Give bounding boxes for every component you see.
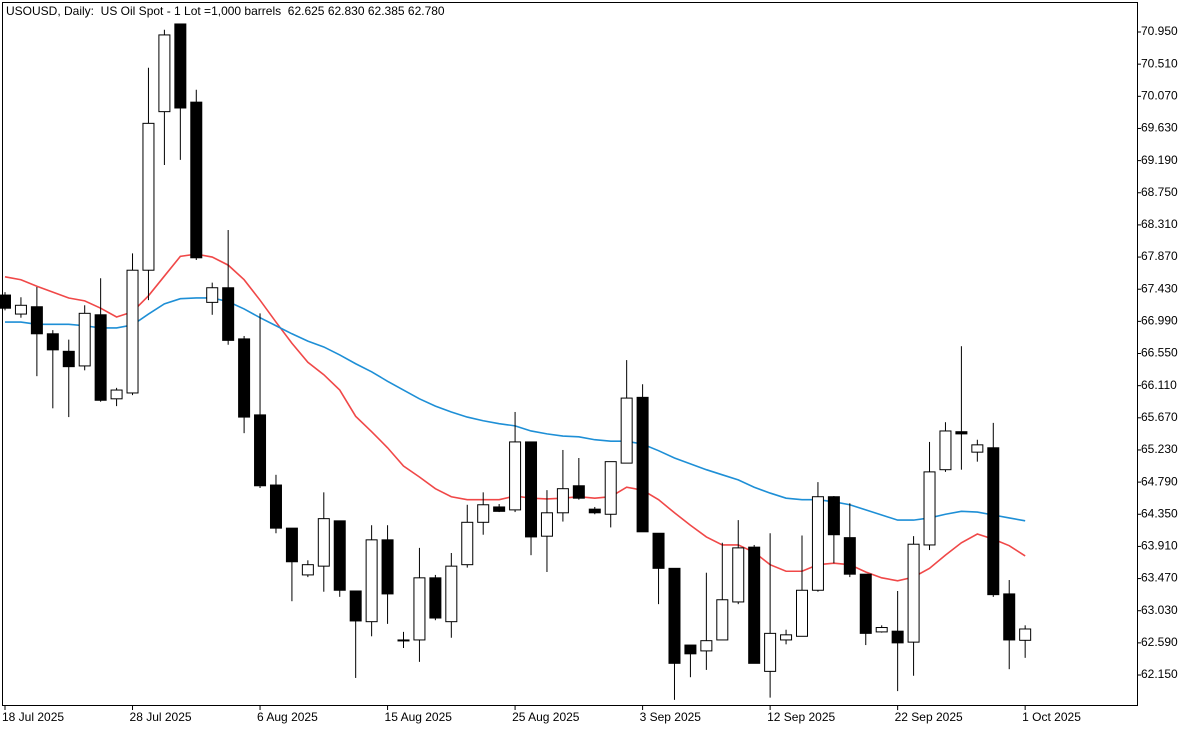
candle-body bbox=[413, 577, 426, 641]
y-tick-label: 70.510 bbox=[1141, 56, 1178, 70]
candle-body bbox=[732, 547, 745, 603]
candle-body bbox=[365, 539, 378, 623]
candle-body bbox=[827, 496, 840, 536]
candle-body bbox=[891, 630, 904, 644]
candle-body bbox=[477, 504, 490, 523]
y-tick-label: 66.110 bbox=[1141, 378, 1177, 392]
candle-body bbox=[222, 287, 235, 341]
candle-body bbox=[0, 294, 11, 309]
y-tick-label: 67.430 bbox=[1141, 281, 1178, 295]
candle-body bbox=[923, 471, 936, 546]
y-tick-label: 63.910 bbox=[1141, 539, 1178, 553]
y-tick-label: 63.470 bbox=[1141, 571, 1178, 585]
candle-body bbox=[110, 389, 123, 400]
y-tick-label: 65.230 bbox=[1141, 442, 1178, 456]
y-tick-label: 69.630 bbox=[1141, 121, 1178, 135]
candle-body bbox=[700, 640, 713, 652]
candle-body bbox=[429, 577, 442, 619]
candle-body bbox=[269, 484, 282, 529]
y-tick-label: 66.990 bbox=[1141, 314, 1178, 328]
candle-body bbox=[875, 627, 888, 633]
candle-body bbox=[349, 590, 362, 622]
y-tick-label: 68.310 bbox=[1141, 217, 1178, 231]
y-tick-label: 65.670 bbox=[1141, 410, 1178, 424]
candle-body bbox=[397, 639, 410, 642]
candle-body bbox=[381, 539, 394, 595]
candle-body bbox=[126, 269, 139, 394]
candle-body bbox=[716, 599, 729, 641]
x-tick-label: 12 Sep 2025 bbox=[767, 710, 835, 724]
y-tick-label: 67.870 bbox=[1141, 249, 1178, 263]
candle-body bbox=[174, 23, 187, 109]
y-tick-label: 64.790 bbox=[1141, 474, 1178, 488]
y-tick-label: 63.030 bbox=[1141, 603, 1178, 617]
candle-body bbox=[620, 397, 633, 464]
x-tick-label: 15 Aug 2025 bbox=[385, 710, 453, 724]
candle-body bbox=[1019, 628, 1032, 641]
candle-body bbox=[652, 532, 665, 569]
candle-body bbox=[796, 589, 808, 637]
candle-body bbox=[254, 414, 267, 487]
candle-body bbox=[987, 447, 1000, 596]
candle-body bbox=[572, 485, 585, 499]
plot-frame bbox=[2, 2, 1138, 706]
candle-body bbox=[971, 444, 984, 453]
candle-body bbox=[939, 430, 952, 471]
candle-body bbox=[238, 338, 251, 418]
x-tick-label: 6 Aug 2025 bbox=[257, 710, 318, 724]
candle-body bbox=[158, 34, 171, 113]
candle-body bbox=[461, 521, 474, 566]
y-tick-label: 69.190 bbox=[1141, 153, 1178, 167]
y-tick-label: 62.150 bbox=[1141, 667, 1178, 681]
candle-body bbox=[142, 122, 155, 271]
candle-body bbox=[668, 567, 681, 664]
x-tick-label: 28 Jul 2025 bbox=[130, 710, 192, 724]
candle-body bbox=[317, 518, 330, 567]
y-tick-label: 64.350 bbox=[1141, 506, 1178, 520]
candle-body bbox=[333, 520, 346, 591]
candle-body bbox=[780, 634, 793, 641]
y-tick-label: 70.950 bbox=[1141, 24, 1178, 38]
candle-body bbox=[843, 537, 856, 575]
candle-body bbox=[764, 632, 777, 672]
y-tick-label: 66.550 bbox=[1141, 346, 1178, 360]
chart-title: USOUSD, Daily: US Oil Spot - 1 Lot =1,00… bbox=[6, 4, 445, 18]
x-tick-label: 3 Sep 2025 bbox=[640, 710, 702, 724]
candle-body bbox=[301, 564, 314, 576]
y-tick-label: 68.750 bbox=[1141, 185, 1178, 199]
candle-body bbox=[206, 287, 219, 303]
x-tick-label: 22 Sep 2025 bbox=[895, 710, 963, 724]
candle-body bbox=[859, 573, 872, 634]
candle-body bbox=[588, 508, 601, 514]
candle-body bbox=[46, 333, 59, 351]
candle-body bbox=[94, 314, 107, 401]
candle-body bbox=[604, 461, 617, 515]
x-tick-label: 18 Jul 2025 bbox=[2, 710, 64, 724]
candle-body bbox=[636, 396, 649, 533]
candle-body bbox=[1003, 593, 1016, 641]
y-tick-label: 62.590 bbox=[1141, 635, 1178, 649]
candle-body bbox=[14, 304, 27, 315]
candle-body bbox=[62, 350, 75, 368]
candle-body bbox=[525, 441, 538, 538]
candle-body bbox=[509, 441, 522, 511]
candle-body bbox=[748, 546, 761, 664]
candle-body bbox=[30, 306, 43, 335]
candle-body bbox=[78, 312, 91, 367]
x-tick-label: 25 Aug 2025 bbox=[512, 710, 580, 724]
y-tick-label: 70.070 bbox=[1141, 88, 1178, 102]
candle-body bbox=[811, 496, 824, 591]
candle-body bbox=[445, 565, 458, 623]
candle-body bbox=[907, 543, 920, 643]
candle-body bbox=[493, 506, 506, 512]
x-tick-label: 1 Oct 2025 bbox=[1022, 710, 1081, 724]
candle-body bbox=[684, 644, 697, 655]
candle-body bbox=[190, 101, 203, 259]
candle-body bbox=[285, 527, 298, 563]
candle-body bbox=[540, 512, 553, 537]
candle-body bbox=[955, 431, 968, 435]
candle-body bbox=[556, 488, 569, 514]
